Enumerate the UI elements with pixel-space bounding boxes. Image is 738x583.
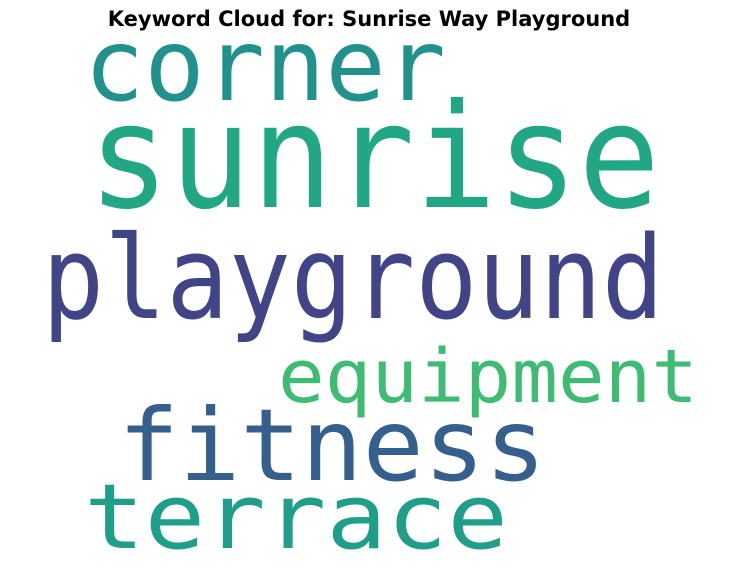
word-terrace: terrace	[84, 465, 508, 570]
word-equipment: equipment	[278, 334, 698, 420]
word-corner: corner	[84, 7, 446, 124]
word-sunrise: sunrise	[88, 73, 660, 242]
word-fitness: fitness	[118, 387, 546, 504]
chart-title: Keyword Cloud for: Sunrise Way Playgroun…	[107, 7, 631, 31]
word-playground: playground	[42, 212, 664, 346]
